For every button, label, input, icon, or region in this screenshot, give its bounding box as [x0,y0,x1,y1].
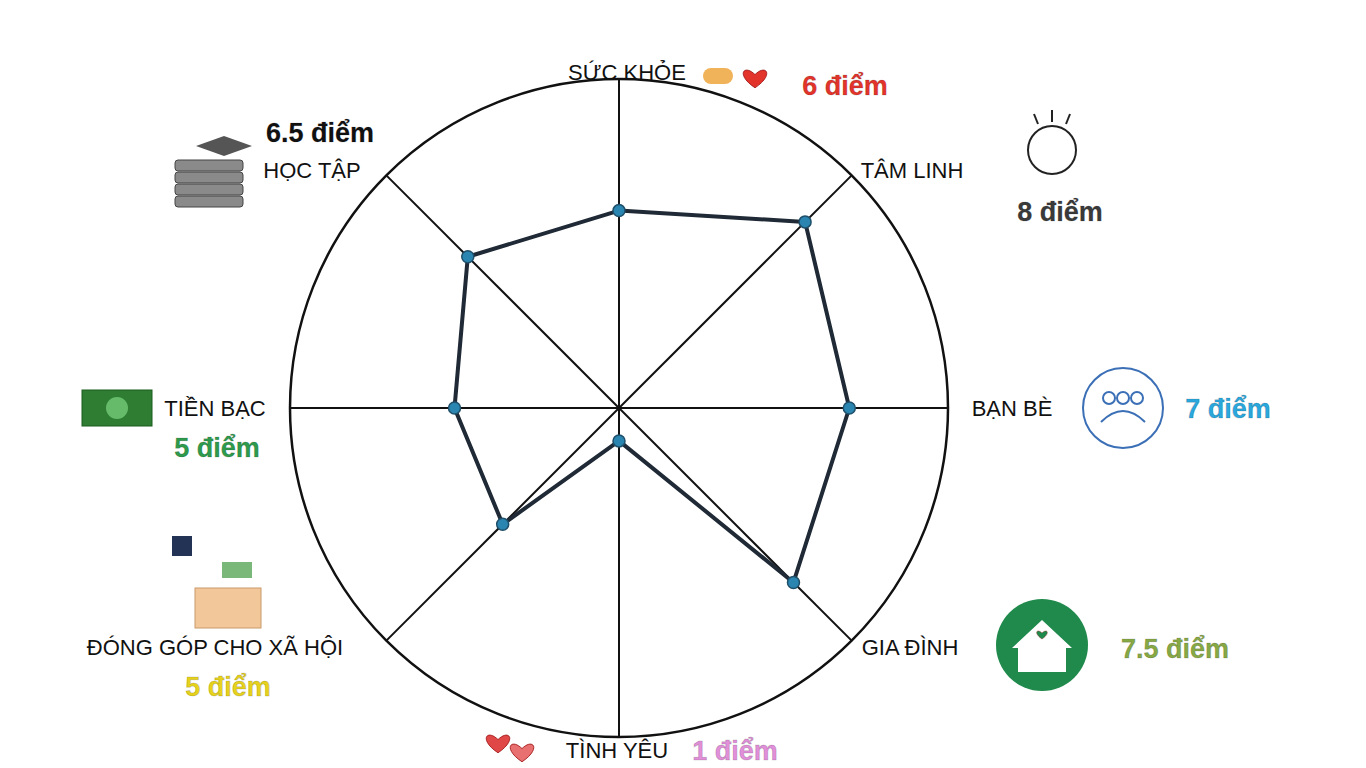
money-icon [82,390,152,426]
person-icon [1131,392,1143,404]
radar-line [455,211,850,583]
coin-icon [106,397,128,419]
category-label: ĐÓNG GÓP CHO XÃ HỘI [87,635,343,660]
family-icon [996,599,1088,691]
spoke [619,408,852,641]
value-label: 1 điểm [692,736,778,766]
marker [462,251,474,263]
value-label: 6.5 điểm [266,118,374,148]
marker [787,576,799,588]
hand-icon [172,536,192,556]
spoke [386,175,619,408]
box-icon [195,588,261,628]
marker [449,402,461,414]
category-label: HỌC TẬP [263,158,360,183]
marker [843,402,855,414]
heart-icon [486,735,510,753]
spoke [619,175,852,408]
spoke [618,408,620,737]
friends-icon [1083,368,1163,448]
cash-icon [222,562,252,578]
head-icon [1028,126,1076,174]
category-label: SỨC KHỎE [568,60,686,85]
category-label: TÂM LINH [861,158,964,183]
book-icon [175,184,243,195]
marker [497,518,509,530]
outer-circle [290,79,948,737]
book-icon [175,160,243,171]
book-icon [175,172,243,183]
ray-icon [1051,110,1053,122]
radar [290,79,948,737]
chart: SỨC KHỎE TÂM LINH BẠN BÈ GIA ĐÌNH TÌNH YÊU ĐÓ… [0,0,1366,768]
person-icon [1103,392,1115,404]
marker [613,435,625,447]
value-label: 5 điểm [185,672,271,702]
marker [799,216,811,228]
category-label: GIA ĐÌNH [862,635,959,660]
marker [613,205,625,217]
labels: SỨC KHỎE TÂM LINH BẠN BÈ GIA ĐÌNH TÌNH YÊU ĐÓ… [87,60,1271,766]
category-label: TIỀN BẠC [164,396,266,421]
spoke [619,407,948,409]
heart-icon [1037,631,1048,639]
value-label: 6 điểm [802,71,888,101]
value-label: 8 điểm [1017,197,1103,227]
value-label: 7 điểm [1185,394,1271,424]
ray-icon [1034,114,1038,124]
arm-icon [703,68,733,84]
ray-icon [1066,114,1070,124]
icons [82,68,1163,762]
value-label: 7.5 điểm [1121,634,1229,664]
plot-area [449,205,856,589]
spoke [618,79,620,408]
book-icon [175,196,243,207]
value-label: 5 điểm [174,433,260,463]
cap-icon [196,136,252,156]
spoke [386,408,619,641]
house-icon [1012,620,1072,672]
category-label: TÌNH YÊU [566,738,668,763]
person-icon [1117,392,1129,404]
category-label: BẠN BÈ [972,396,1053,421]
heart-icon [743,70,767,88]
person-icon [1101,411,1145,422]
heart-icon [510,744,534,762]
